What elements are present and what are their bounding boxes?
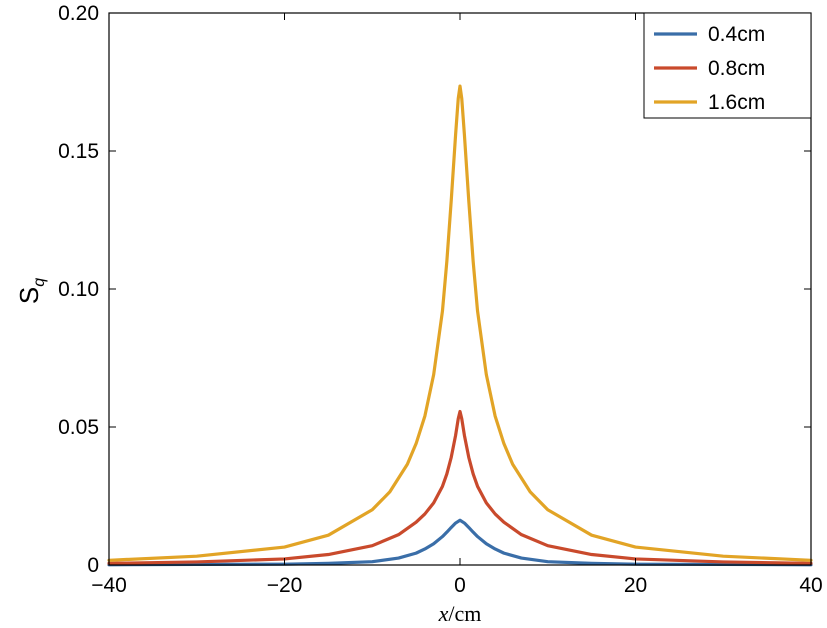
x-tick-label: −40 xyxy=(91,574,127,597)
y-axis-label-main: S xyxy=(14,287,44,304)
legend-label-1: 0.4cm xyxy=(708,23,765,46)
legend: 0.4cm 0.8cm 1.6cm xyxy=(643,12,812,119)
series-layer xyxy=(107,84,813,567)
series-line-2 xyxy=(107,409,813,565)
legend-label-3: 1.6cm xyxy=(708,91,765,114)
y-tick-label: 0.20 xyxy=(58,2,99,25)
x-axis-label-unit: /cm xyxy=(448,601,481,626)
y-tick-label: 0 xyxy=(87,554,99,577)
x-axis-label-variable: x xyxy=(438,601,449,626)
y-axis-label: Sq xyxy=(14,278,48,304)
y-tick-label: 0.05 xyxy=(58,416,99,439)
y-tick-label: 0.15 xyxy=(58,140,99,163)
x-tick-label: 0 xyxy=(454,574,466,597)
x-axis-label: x/cm xyxy=(438,601,482,626)
ticks-layer: −40 −20 0 20 40 0 0.05 0.10 0.15 0.20 xyxy=(58,2,823,597)
x-tick-label: 40 xyxy=(799,574,822,597)
x-tick-label: −20 xyxy=(267,574,303,597)
x-tick-label: 20 xyxy=(624,574,647,597)
series-line-1 xyxy=(107,518,813,567)
y-tick-label: 0.10 xyxy=(58,278,99,301)
series-line-3 xyxy=(107,84,813,562)
legend-label-2: 0.8cm xyxy=(708,57,765,80)
y-axis-label-subscript: q xyxy=(31,278,48,287)
